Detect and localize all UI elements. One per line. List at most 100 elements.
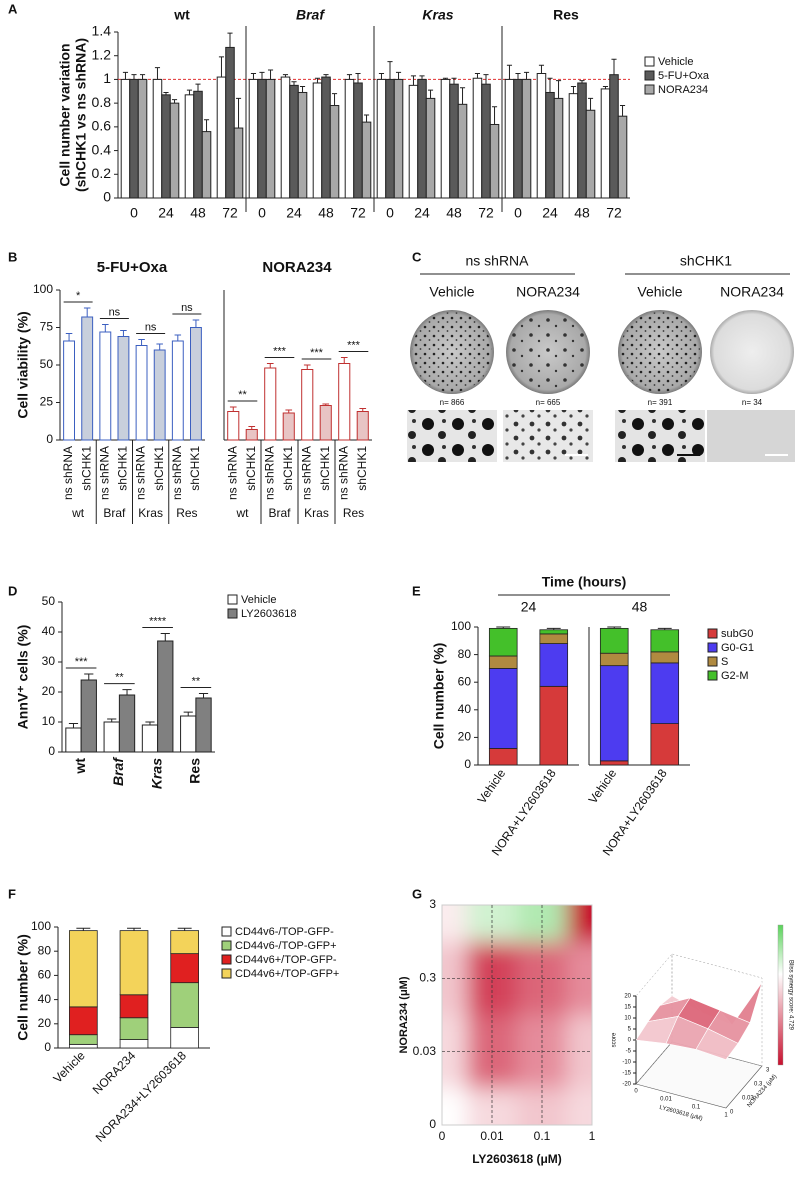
bar <box>152 78 163 199</box>
group-label: Res <box>176 506 197 520</box>
bar-segment <box>650 629 680 653</box>
bar-segment <box>539 685 569 766</box>
error-bar <box>235 97 242 129</box>
error-bar <box>65 333 73 341</box>
condition-label: NORA234 <box>720 284 784 300</box>
error-bar <box>127 927 141 931</box>
x-tick-label: 0 <box>439 1129 446 1143</box>
micrograph-colonies <box>407 410 497 462</box>
x-tick-label: Braf <box>110 757 126 786</box>
bar <box>312 82 323 199</box>
x-tick-label: 0 <box>514 205 522 221</box>
y-tick-label: 0.2 <box>92 165 112 181</box>
heat-cell <box>567 905 592 942</box>
error-bar <box>451 77 457 85</box>
sig-label: ns <box>145 321 157 333</box>
error-bar <box>410 75 417 86</box>
bar <box>301 369 314 441</box>
group-label: wt <box>236 506 250 520</box>
bar <box>65 727 82 753</box>
bar <box>129 78 139 199</box>
x-tick-label: ns shRNA <box>97 446 111 500</box>
bar-segment <box>69 1006 98 1036</box>
bar <box>201 131 212 199</box>
x-tick-label-3d: 0.01 <box>660 1097 672 1103</box>
error-bar <box>120 330 127 337</box>
legend-label: G0-G1 <box>721 642 754 654</box>
panel-letter: C <box>412 249 422 264</box>
x-tick-label: Vehicle <box>586 766 620 806</box>
y-tick-label-3d: 0.03 <box>742 1096 754 1102</box>
x-tick-label: Res <box>187 758 203 784</box>
bar-segment <box>539 643 569 687</box>
legend-swatch <box>644 56 655 67</box>
legend-swatch <box>221 968 232 979</box>
z-tick-label: 15 <box>624 1005 631 1011</box>
x-tick-label: wt <box>72 758 88 775</box>
x-tick-label: shCHK1 <box>116 446 130 491</box>
panel-letter: B <box>8 249 17 264</box>
z-axis-label: score <box>612 1032 618 1047</box>
legend-swatch <box>707 642 718 653</box>
colorbar-label: Bliss synergy score: 4.729 <box>787 960 793 1031</box>
bar <box>227 411 240 441</box>
error-bar <box>285 409 293 413</box>
legend-label: CD44v6+/TOP-GFP+ <box>235 968 339 980</box>
error-bar <box>474 73 481 79</box>
group-label: Braf <box>296 7 325 23</box>
y-tick-label: 1 <box>103 70 111 86</box>
micrograph <box>707 410 795 462</box>
bar <box>120 78 131 199</box>
y-tick-label-3d: 3 <box>766 1068 770 1074</box>
bar <box>118 694 136 753</box>
y-axis-label: NORA234 (μM) <box>398 976 410 1053</box>
y-tick-label: 0 <box>44 1040 51 1054</box>
y-tick-label: 50 <box>42 594 56 608</box>
y-tick-label: 0 <box>103 189 111 205</box>
error-bar <box>322 403 330 406</box>
x-tick-label: 1 <box>589 1129 596 1143</box>
sig-label: * <box>76 290 81 302</box>
y-axis-label: Cell viability (%) <box>15 311 31 418</box>
bar <box>417 78 427 199</box>
error-bar <box>171 99 178 104</box>
panel-letter: A <box>8 1 18 16</box>
bar <box>184 94 195 199</box>
y-tick-label: 80 <box>458 647 472 661</box>
legend-label: CD44v6+/TOP-GFP- <box>235 954 337 966</box>
bar <box>233 127 244 199</box>
condition-label: NORA234 <box>516 284 580 300</box>
error-bar <box>83 307 91 317</box>
bar <box>425 97 436 199</box>
bar <box>161 94 171 199</box>
x-tick-label: shCHK1 <box>152 446 166 491</box>
error-bar <box>378 73 385 80</box>
bar-segment <box>119 930 149 996</box>
x-tick-label: shCHK1 <box>355 446 369 491</box>
error-bar <box>538 64 545 74</box>
bar <box>81 316 94 441</box>
error-bar <box>160 633 170 641</box>
bar <box>153 349 166 441</box>
x-tick-label: 0 <box>258 205 266 221</box>
bar <box>481 83 491 199</box>
y-tick-label: 20 <box>458 730 472 744</box>
heatmap-clip <box>442 905 592 1125</box>
error-bar <box>229 406 237 412</box>
error-bar <box>459 87 466 105</box>
y-tick-label: 20 <box>42 684 56 698</box>
bar <box>180 715 197 753</box>
z-tick-label: -5 <box>626 1049 632 1055</box>
sig-label: ns <box>181 302 193 314</box>
bar-segment <box>69 1043 98 1049</box>
x-tick-label: 0 <box>130 205 138 221</box>
colorbar <box>777 924 784 1066</box>
x-tick-label: NORA234+LY2603618 <box>93 1048 190 1145</box>
y-axis-label-3d: NORA234 (μM) <box>747 1074 779 1109</box>
error-bar <box>346 74 353 80</box>
error-bar <box>68 723 79 728</box>
bar <box>171 340 184 441</box>
x-tick-label: 48 <box>190 205 206 221</box>
x-tick-label: 24 <box>414 205 430 221</box>
y-tick-label: 0 <box>464 757 471 771</box>
